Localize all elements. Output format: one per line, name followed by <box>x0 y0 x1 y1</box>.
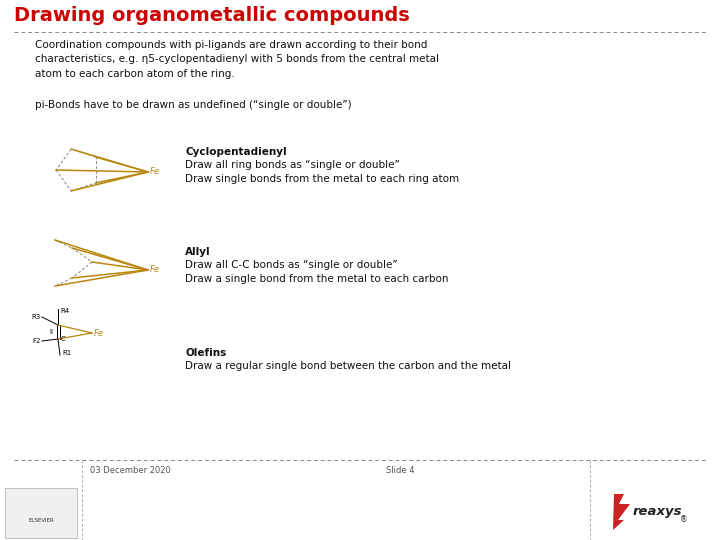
Text: Fe: Fe <box>150 167 160 177</box>
Text: Draw all ring bonds as “single or double”
Draw single bonds from the metal to ea: Draw all ring bonds as “single or double… <box>185 160 459 184</box>
Text: Fe: Fe <box>94 328 104 338</box>
Text: R1: R1 <box>62 350 71 356</box>
Text: pi-Bonds have to be drawn as undefined (“single or double”): pi-Bonds have to be drawn as undefined (… <box>35 100 351 110</box>
Polygon shape <box>613 494 630 530</box>
Text: Fe: Fe <box>150 266 160 274</box>
Text: Coordination compounds with pi-ligands are drawn according to their bond
charact: Coordination compounds with pi-ligands a… <box>35 40 439 79</box>
Text: Draw all C-C bonds as “single or double”
Draw a single bond from the metal to ea: Draw all C-C bonds as “single or double”… <box>185 260 449 285</box>
Text: 03 December 2020: 03 December 2020 <box>90 466 171 475</box>
Text: II: II <box>49 329 53 335</box>
Bar <box>5 488 77 538</box>
Text: Draw a regular single bond between the carbon and the metal: Draw a regular single bond between the c… <box>185 361 511 371</box>
Text: Allyl: Allyl <box>185 247 211 257</box>
Text: F2: F2 <box>32 338 41 344</box>
Text: Slide 4: Slide 4 <box>386 466 414 475</box>
Text: reaxys: reaxys <box>633 505 683 518</box>
Text: ®: ® <box>680 516 688 524</box>
Text: R3: R3 <box>32 314 41 320</box>
Text: Drawing organometallic compounds: Drawing organometallic compounds <box>14 6 410 25</box>
Text: Cyclopentadienyl: Cyclopentadienyl <box>185 147 287 157</box>
Text: C: C <box>61 336 66 342</box>
Text: Olefins: Olefins <box>185 348 226 358</box>
Text: R4: R4 <box>60 308 69 314</box>
Text: ELSEVIER: ELSEVIER <box>28 517 54 523</box>
